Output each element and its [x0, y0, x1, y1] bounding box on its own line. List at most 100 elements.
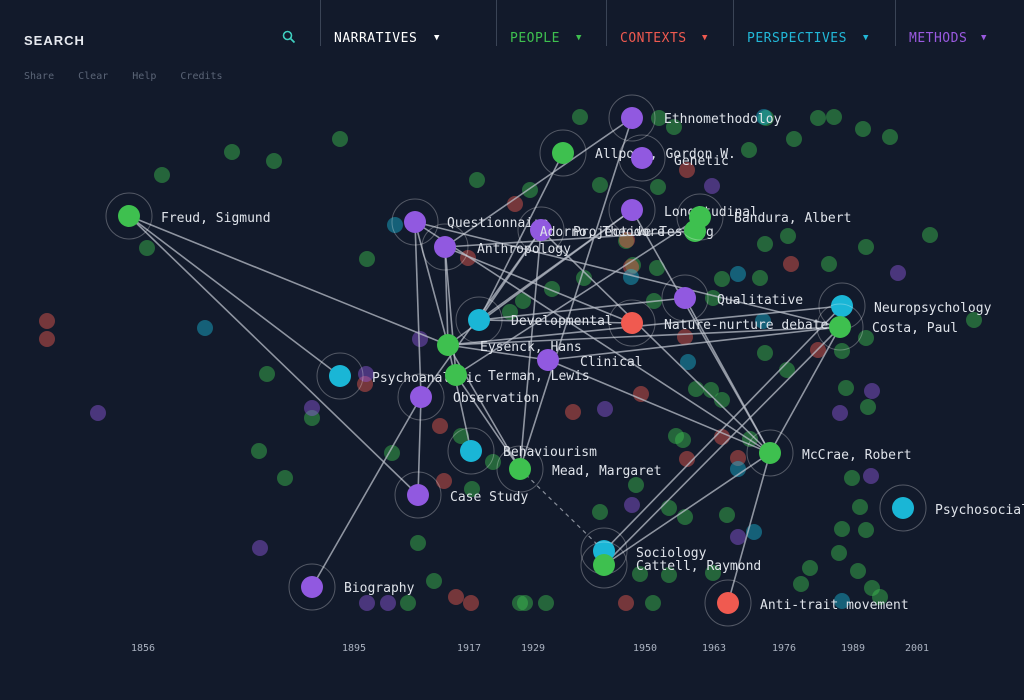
nav-perspectives[interactable]: PERSPECTIVES ▼ — [733, 0, 895, 46]
node-dot[interactable] — [717, 592, 739, 614]
graph-node[interactable]: Costa, Paul — [816, 303, 958, 351]
background-dot — [872, 589, 888, 605]
graph-node[interactable]: Neuropsychology — [818, 282, 992, 330]
nav-people[interactable]: PEOPLE ▼ — [496, 0, 606, 46]
graph-node[interactable]: Observation — [397, 373, 539, 421]
background-dot — [90, 405, 106, 421]
nav-divider — [496, 0, 497, 46]
node-dot[interactable] — [552, 142, 574, 164]
background-dots — [39, 109, 982, 611]
graph-edge — [447, 344, 549, 361]
node-dot[interactable] — [118, 205, 140, 227]
timeline-tick: 2001 — [904, 643, 930, 654]
graph-nodes[interactable]: Ethnomethodoloy Allport, Gordon W.Genetic… — [105, 94, 1024, 627]
background-dot — [251, 443, 267, 459]
node-dot[interactable] — [621, 199, 643, 221]
nav-methods[interactable]: METHODS ▼ — [895, 0, 1015, 46]
node-label: Qualitative — [717, 293, 803, 308]
graph-node[interactable]: Qualitative — [661, 274, 803, 322]
background-dot — [632, 566, 648, 582]
timeline-tick: 1950 — [632, 643, 658, 654]
graph-node[interactable]: Nature-nurture debate — [608, 299, 829, 347]
background-dot — [757, 345, 773, 361]
node-dot[interactable] — [621, 312, 643, 334]
background-dot — [507, 196, 523, 212]
graph-node[interactable]: Allport, Gordon W. — [539, 129, 736, 177]
graph-node[interactable]: Freud, Sigmund — [105, 192, 271, 240]
timeline-tick: 1976 — [771, 643, 797, 654]
graph-edge — [444, 246, 449, 346]
graph-node[interactable]: Anthropology — [421, 223, 571, 271]
graph-node[interactable]: Genetic — [618, 134, 729, 182]
node-dot[interactable] — [537, 349, 559, 371]
help-link[interactable]: Help — [132, 71, 157, 82]
graph-node[interactable]: Biography — [288, 563, 415, 611]
graph-node[interactable]: Questionnaire — [391, 198, 549, 246]
node-dot[interactable] — [759, 442, 781, 464]
graph-node[interactable]: Eysenck, Hans — [437, 334, 582, 356]
node-dot[interactable] — [593, 554, 615, 576]
background-dot — [688, 381, 704, 397]
node-dot[interactable] — [509, 458, 531, 480]
background-dot — [661, 567, 677, 583]
graph-node[interactable]: Longitudinal — [608, 186, 758, 234]
graph-node[interactable]: Clinical — [537, 349, 643, 371]
clear-link[interactable]: Clear — [78, 71, 109, 82]
node-dot[interactable] — [460, 440, 482, 462]
node-dot[interactable] — [410, 386, 432, 408]
node-dot[interactable] — [674, 287, 696, 309]
chevron-down-icon: ▼ — [576, 33, 582, 43]
node-dot[interactable] — [831, 295, 853, 317]
share-link[interactable]: Share — [24, 71, 55, 82]
node-dot[interactable] — [445, 364, 467, 386]
node-dot[interactable] — [407, 484, 429, 506]
graph-node[interactable]: McCrae, Robert — [746, 429, 912, 477]
background-dot — [852, 499, 868, 515]
node-dot[interactable] — [829, 316, 851, 338]
graph-edge — [414, 221, 449, 346]
background-dot — [855, 121, 871, 137]
node-dot[interactable] — [621, 107, 643, 129]
background-dot — [752, 270, 768, 286]
graph-node[interactable]: Anti-trait movement — [704, 579, 909, 627]
nav-narratives[interactable]: NARRATIVES ▼ — [320, 0, 496, 46]
graph-node[interactable]: Developmental — [455, 296, 613, 344]
graph-node[interactable]: Ethnomethodoloy — [608, 94, 782, 142]
node-dot[interactable] — [434, 236, 456, 258]
search-label: SEARCH — [24, 33, 85, 48]
nav-contexts[interactable]: CONTEXTS ▼ — [606, 0, 732, 46]
graph-node[interactable]: Psychosocial — [879, 484, 1024, 532]
search-icon[interactable] — [282, 30, 296, 44]
node-label: Allport, Gordon W. — [595, 147, 736, 162]
graph-node[interactable]: Behaviourism — [447, 427, 597, 475]
background-dot — [139, 240, 155, 256]
search-box[interactable]: SEARCH — [24, 30, 300, 48]
node-dot[interactable] — [437, 334, 459, 356]
graph-node[interactable]: Terman, Lewis — [445, 364, 590, 386]
node-halo — [816, 303, 864, 351]
node-dot[interactable] — [404, 211, 426, 233]
background-dot — [359, 595, 375, 611]
background-dot — [793, 576, 809, 592]
graph-node[interactable]: Mead, Margaret — [496, 445, 662, 493]
node-dot[interactable] — [329, 365, 351, 387]
node-dot[interactable] — [631, 147, 653, 169]
background-dot — [757, 236, 773, 252]
graph-edge — [444, 230, 696, 248]
graph-node[interactable]: Case Study — [394, 471, 528, 519]
graph-node[interactable]: Projective Testing — [517, 206, 714, 254]
node-dot[interactable] — [301, 576, 323, 598]
node-dot[interactable] — [689, 206, 711, 228]
background-dot — [703, 382, 719, 398]
graph-node[interactable]: Cattell, Raymond — [580, 541, 761, 589]
graph-edge — [128, 215, 449, 346]
background-dot — [714, 271, 730, 287]
credits-link[interactable]: Credits — [180, 71, 223, 82]
node-label: Neuropsychology — [874, 301, 992, 316]
background-dot — [39, 313, 55, 329]
graph-node[interactable]: Bandura, Albert — [676, 193, 851, 241]
node-dot[interactable] — [530, 219, 552, 241]
node-dot[interactable] — [892, 497, 914, 519]
node-dot[interactable] — [468, 309, 490, 331]
